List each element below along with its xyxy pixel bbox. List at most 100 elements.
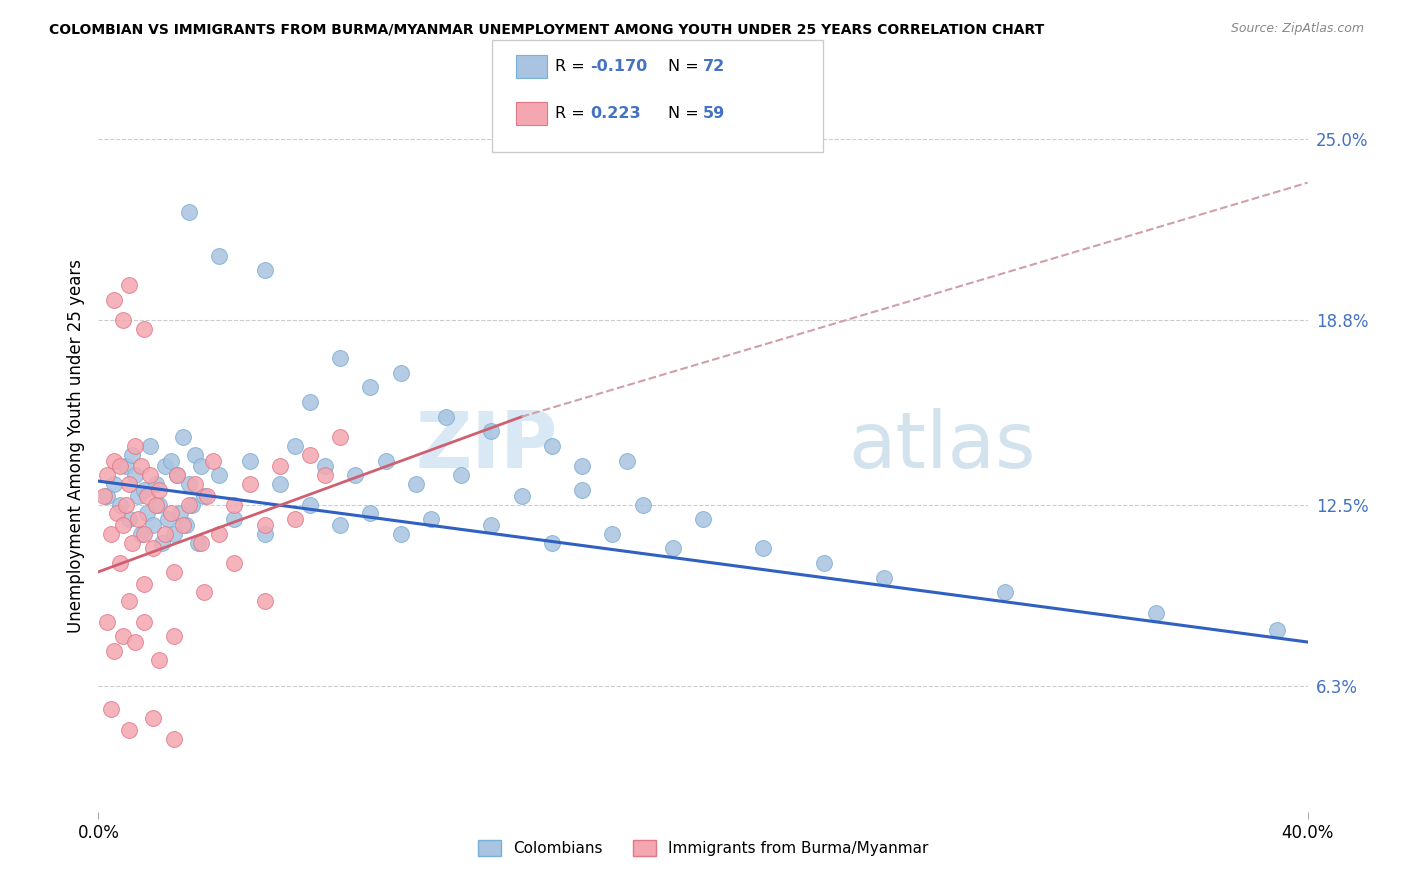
Point xyxy=(389,366,412,380)
Point xyxy=(108,556,131,570)
Point xyxy=(571,459,593,474)
Point xyxy=(163,526,186,541)
Point xyxy=(118,723,141,737)
Point xyxy=(156,512,179,526)
Point xyxy=(103,453,125,467)
Point xyxy=(329,351,352,366)
Point xyxy=(132,483,155,497)
Point xyxy=(179,205,201,219)
Point xyxy=(752,541,775,556)
Point xyxy=(299,448,322,462)
Point xyxy=(121,535,143,549)
Point xyxy=(103,293,125,307)
Legend: Colombians, Immigrants from Burma/Myanmar: Colombians, Immigrants from Burma/Myanma… xyxy=(471,834,935,863)
Point xyxy=(118,512,141,526)
Point xyxy=(103,644,125,658)
Point xyxy=(253,594,276,608)
Point xyxy=(873,571,896,585)
Point xyxy=(135,506,157,520)
Point xyxy=(314,468,336,483)
Point xyxy=(329,518,352,533)
Point xyxy=(405,477,427,491)
Point xyxy=(190,459,212,474)
Point xyxy=(195,489,218,503)
Point xyxy=(813,556,835,570)
Point xyxy=(661,541,683,556)
Point xyxy=(172,430,194,444)
Point xyxy=(105,506,128,520)
Point xyxy=(96,468,118,483)
Point xyxy=(510,489,533,503)
Text: 72: 72 xyxy=(703,60,725,74)
Text: N =: N = xyxy=(668,60,704,74)
Point xyxy=(121,448,143,462)
Point xyxy=(135,489,157,503)
Point xyxy=(208,526,231,541)
Point xyxy=(160,506,183,520)
Point xyxy=(284,512,307,526)
Point xyxy=(153,459,176,474)
Point xyxy=(450,468,472,483)
Point xyxy=(374,453,396,467)
Point xyxy=(118,477,141,491)
Point xyxy=(96,615,118,629)
Point xyxy=(127,512,149,526)
Point xyxy=(344,468,367,483)
Point xyxy=(253,263,276,277)
Point xyxy=(108,459,131,474)
Point xyxy=(179,477,201,491)
Point xyxy=(602,526,624,541)
Point xyxy=(103,477,125,491)
Point xyxy=(169,506,191,520)
Text: COLOMBIAN VS IMMIGRANTS FROM BURMA/MYANMAR UNEMPLOYMENT AMONG YOUTH UNDER 25 YEA: COLOMBIAN VS IMMIGRANTS FROM BURMA/MYANM… xyxy=(49,22,1045,37)
Point xyxy=(193,489,215,503)
Point xyxy=(540,535,562,549)
Point xyxy=(994,585,1017,599)
Point xyxy=(111,629,134,643)
Point xyxy=(239,453,262,467)
Point xyxy=(118,594,141,608)
Point xyxy=(139,439,162,453)
Point xyxy=(208,249,231,263)
Point xyxy=(269,459,291,474)
Text: 59: 59 xyxy=(703,106,725,120)
Point xyxy=(190,535,212,549)
Point xyxy=(166,468,188,483)
Point xyxy=(187,535,209,549)
Point xyxy=(100,526,122,541)
Point xyxy=(132,526,155,541)
Point xyxy=(284,439,307,453)
Point xyxy=(148,483,170,497)
Point xyxy=(132,322,155,336)
Point xyxy=(253,518,276,533)
Point xyxy=(142,711,165,725)
Point xyxy=(111,313,134,327)
Point xyxy=(96,489,118,503)
Point xyxy=(299,498,322,512)
Point xyxy=(163,731,186,746)
Point xyxy=(166,468,188,483)
Text: ZIP: ZIP xyxy=(416,408,558,484)
Text: R =: R = xyxy=(555,60,591,74)
Point xyxy=(148,498,170,512)
Text: 0.223: 0.223 xyxy=(591,106,641,120)
Point xyxy=(193,585,215,599)
Point xyxy=(174,518,197,533)
Point xyxy=(172,518,194,533)
Point xyxy=(150,535,173,549)
Point xyxy=(360,506,382,520)
Point xyxy=(129,526,152,541)
Point xyxy=(420,512,443,526)
Y-axis label: Unemployment Among Youth under 25 years: Unemployment Among Youth under 25 years xyxy=(66,259,84,633)
Point xyxy=(108,498,131,512)
Text: -0.170: -0.170 xyxy=(591,60,648,74)
Point xyxy=(1267,624,1289,638)
Point xyxy=(163,565,186,579)
Point xyxy=(253,526,276,541)
Text: Source: ZipAtlas.com: Source: ZipAtlas.com xyxy=(1230,22,1364,36)
Point xyxy=(142,541,165,556)
Point xyxy=(208,468,231,483)
Point xyxy=(142,518,165,533)
Point xyxy=(481,518,503,533)
Point xyxy=(224,498,246,512)
